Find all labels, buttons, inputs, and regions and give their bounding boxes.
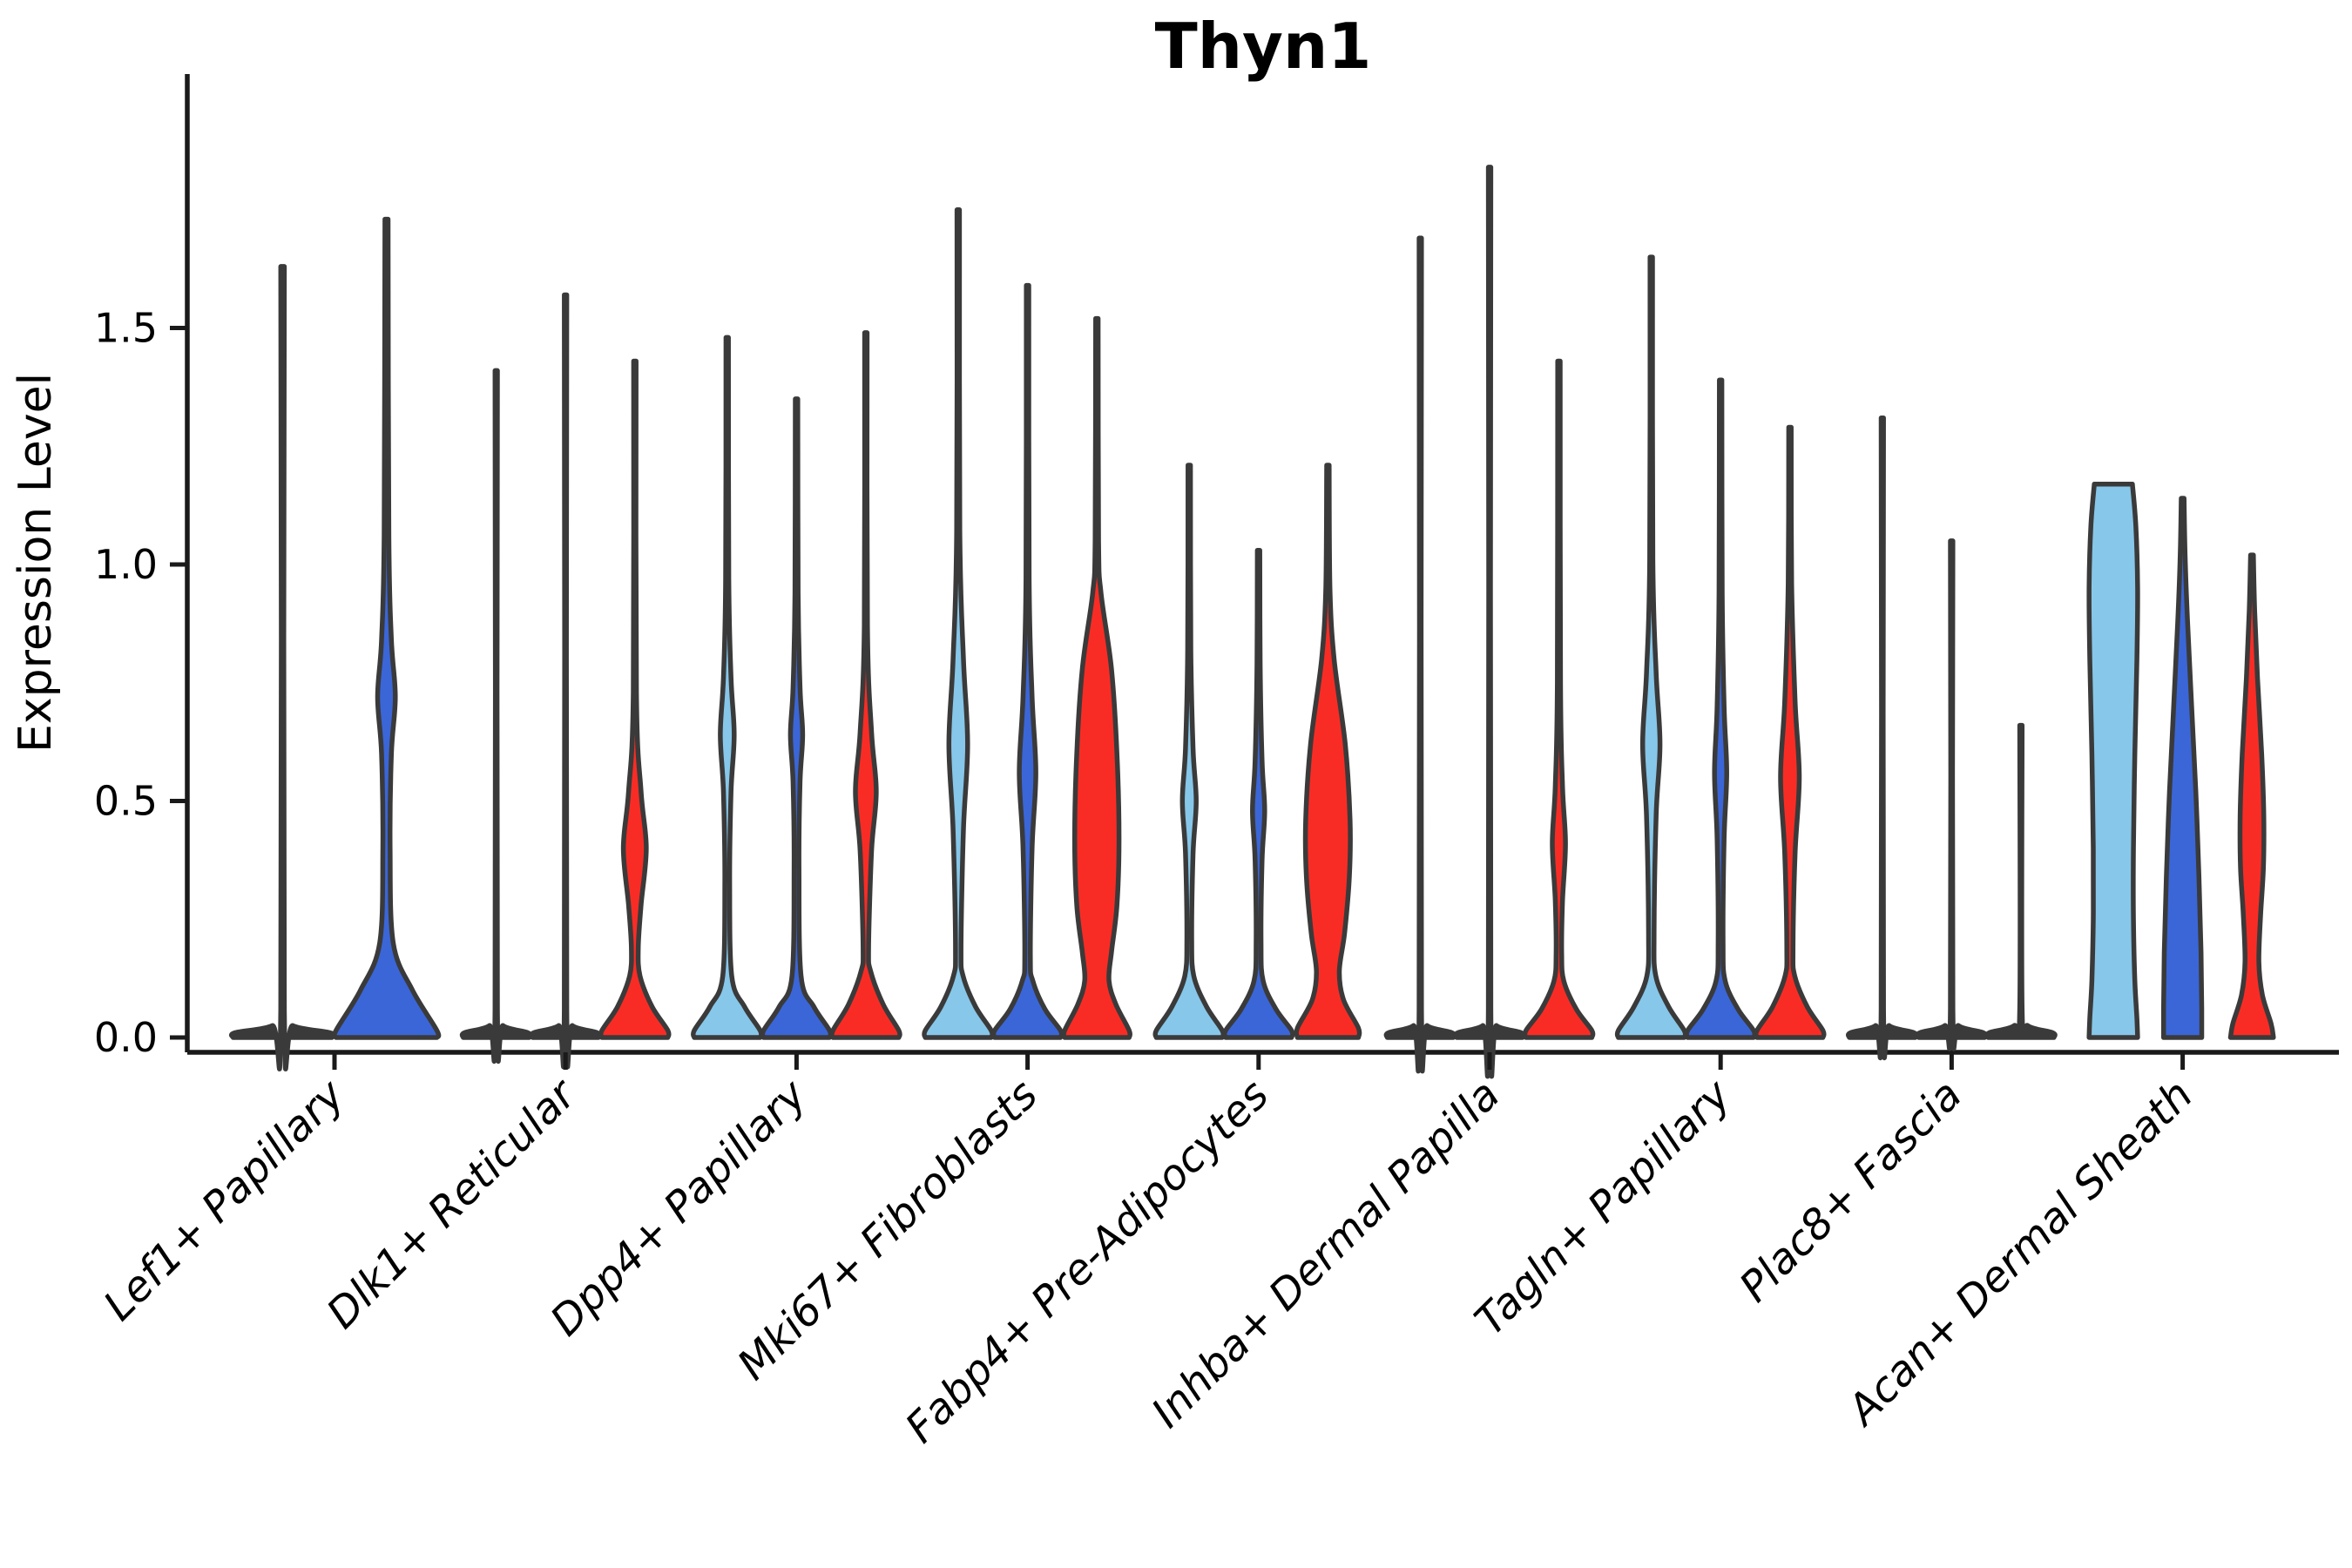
x-tick-label-1: Lef1+ Papillary [94, 1070, 355, 1330]
violin-mki67-red [1061, 315, 1133, 1040]
violin-fabp4-dark_blue [1221, 547, 1295, 1040]
violin-mki67-light_blue [922, 207, 995, 1040]
y-tick-label: 0.0 [94, 1014, 158, 1061]
violin-lef1-dark_blue [331, 216, 442, 1040]
x-tick-label-5: Fabp4+ Pre-Adipocytes [896, 1071, 1279, 1453]
violin-inhba-dark_blue [1453, 165, 1526, 1079]
y-tick-label: 0.5 [94, 778, 158, 825]
violin-group-3 [690, 330, 902, 1040]
violin-group-4 [922, 207, 1133, 1040]
y-tick-label: 1.5 [94, 305, 158, 352]
violin-plac8-dark_blue [1915, 538, 1989, 1051]
violin-group-6 [1383, 165, 1596, 1079]
violin-acan-dark_blue [2160, 496, 2205, 1040]
violin-tagln-light_blue [1614, 254, 1688, 1040]
chart-title: Thyn1 [1155, 10, 1372, 83]
violin-group-1 [228, 216, 442, 1071]
violin-plac8-red [1984, 722, 2058, 1040]
violin-dpp4-dark_blue [760, 396, 834, 1040]
x-tick-label-3: Dpp4+ Papillary [541, 1070, 816, 1345]
violin-mki67-dark_blue [990, 282, 1064, 1040]
violin-group-9 [2086, 481, 2276, 1040]
violin-fabp4-red [1294, 463, 1362, 1040]
y-axis-label: Expression Level [10, 373, 62, 753]
violin-group-2 [459, 292, 672, 1070]
violin-fabp4-light_blue [1152, 463, 1227, 1040]
violin-dpp4-red [829, 330, 902, 1040]
violin-series [228, 165, 2276, 1079]
x-tick-label-8: Plac8+ Fascia [1730, 1071, 1971, 1312]
violin-dpp4-light_blue [690, 335, 764, 1040]
violin-plac8-light_blue [1846, 415, 1919, 1061]
x-tick-label-2: Dlk1+ Reticular [317, 1069, 587, 1339]
violin-group-5 [1152, 463, 1362, 1040]
violin-dlk1-dark_blue [529, 292, 603, 1070]
x-tick-label-7: Tagln+ Papillary [1465, 1070, 1740, 1345]
violin-dlk1-red [598, 358, 672, 1040]
y-tick-label: 1.0 [94, 541, 158, 588]
violin-group-8 [1846, 415, 2058, 1061]
violin-inhba-red [1522, 358, 1596, 1040]
violin-group-7 [1614, 254, 1827, 1040]
violin-dlk1-light_blue [459, 368, 533, 1064]
violin-tagln-red [1753, 424, 1827, 1040]
violin-acan-light_blue [2086, 481, 2140, 1040]
violin-lef1-light_blue [228, 264, 336, 1071]
violin-inhba-light_blue [1383, 235, 1457, 1074]
violin-tagln-dark_blue [1684, 377, 1758, 1040]
violin-acan-red [2227, 552, 2276, 1040]
